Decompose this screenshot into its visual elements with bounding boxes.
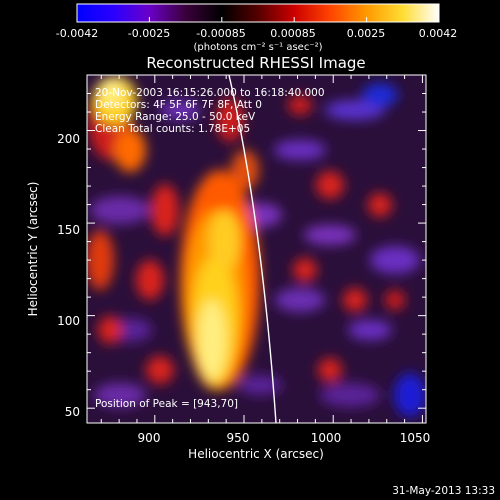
colorbar-tick-2: -0.00085 bbox=[196, 27, 245, 40]
y-tick-100: 100 bbox=[57, 314, 80, 328]
colorbar-tick-0: -0.0042 bbox=[56, 27, 98, 40]
colorbar-units: (photons cm⁻² s⁻¹ asec⁻²) bbox=[193, 42, 322, 53]
rhessi-image bbox=[87, 75, 426, 423]
info-line-energy: Energy Range: 25.0 - 50.0 keV bbox=[95, 111, 256, 123]
colorbar-tick-3: 0.00085 bbox=[270, 27, 316, 40]
y-tick-200: 200 bbox=[57, 132, 80, 146]
y-tick-150: 150 bbox=[57, 223, 80, 237]
x-axis-label: Heliocentric X (arcsec) bbox=[188, 447, 324, 461]
y-axis-label: Heliocentric Y (arcsec) bbox=[26, 182, 40, 317]
plot-frame bbox=[86, 74, 427, 424]
info-line-time: 20-Nov-2003 16:15:26.000 to 16:18:40.000 bbox=[95, 87, 325, 99]
colorbar-tick-5: 0.0042 bbox=[419, 27, 458, 40]
x-tick-1050: 1050 bbox=[400, 431, 431, 445]
colorbar-tick-1: -0.0025 bbox=[128, 27, 170, 40]
x-tick-1000: 1000 bbox=[311, 431, 342, 445]
solar-limb-curve bbox=[228, 75, 277, 423]
info-line-counts: Clean Total counts: 1.78E+05 bbox=[95, 123, 250, 135]
x-tick-900: 900 bbox=[138, 431, 161, 445]
colorbar-ticks bbox=[76, 17, 440, 22]
colorbar-tick-4: 0.0025 bbox=[347, 27, 386, 40]
observation-info: 20-Nov-2003 16:15:26.000 to 16:18:40.000… bbox=[95, 87, 325, 135]
timestamp: 31-May-2013 13:33 bbox=[392, 485, 495, 497]
peak-position-label: Position of Peak = [943,70] bbox=[95, 398, 238, 410]
y-tick-50: 50 bbox=[65, 405, 80, 419]
plot-title: Reconstructed RHESSI Image bbox=[146, 54, 365, 72]
info-line-detectors: Detectors: 4F 5F 6F 7F 8F, Att 0 bbox=[95, 99, 262, 111]
x-tick-950: 950 bbox=[227, 431, 250, 445]
axis-ticks bbox=[87, 74, 426, 423]
colorbar bbox=[76, 3, 440, 23]
